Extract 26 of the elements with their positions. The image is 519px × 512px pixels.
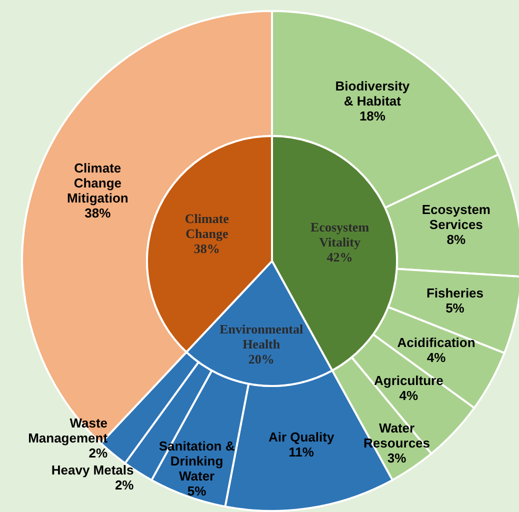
slice-label: Fisheries [426,286,484,301]
data-label: 38% [84,206,112,221]
slice-label: Air Quality [268,430,335,446]
data-label: 38% [194,241,220,256]
data-label: 2% [88,446,108,461]
slice-label: Acidification [397,335,476,350]
slice-label: Climate Change Mitigation [66,160,128,206]
data-label: 11% [288,445,314,460]
data-label: 4% [399,388,419,404]
slice-label: Climate Change [184,211,230,242]
slice-label: Ecosystem Services [422,202,491,232]
data-label: 8% [446,232,466,248]
data-label: 5% [446,300,465,316]
slice-label: Agriculture [374,373,444,388]
slice-label: Environmental Health [220,321,304,352]
data-label: 3% [387,451,407,466]
data-label: 5% [187,484,207,499]
data-label: 4% [426,350,446,366]
data-label: 18% [359,109,386,124]
slice-label: Biodiversity & Habitat [335,79,410,110]
data-label: 42% [326,250,353,265]
slice-label: Ecosystem Vitality [310,220,370,250]
slice-label: Waste Management [28,416,108,446]
data-label: 20% [248,351,274,366]
data-label: 2% [114,478,134,493]
slice-label: Heavy Metals [51,462,134,478]
